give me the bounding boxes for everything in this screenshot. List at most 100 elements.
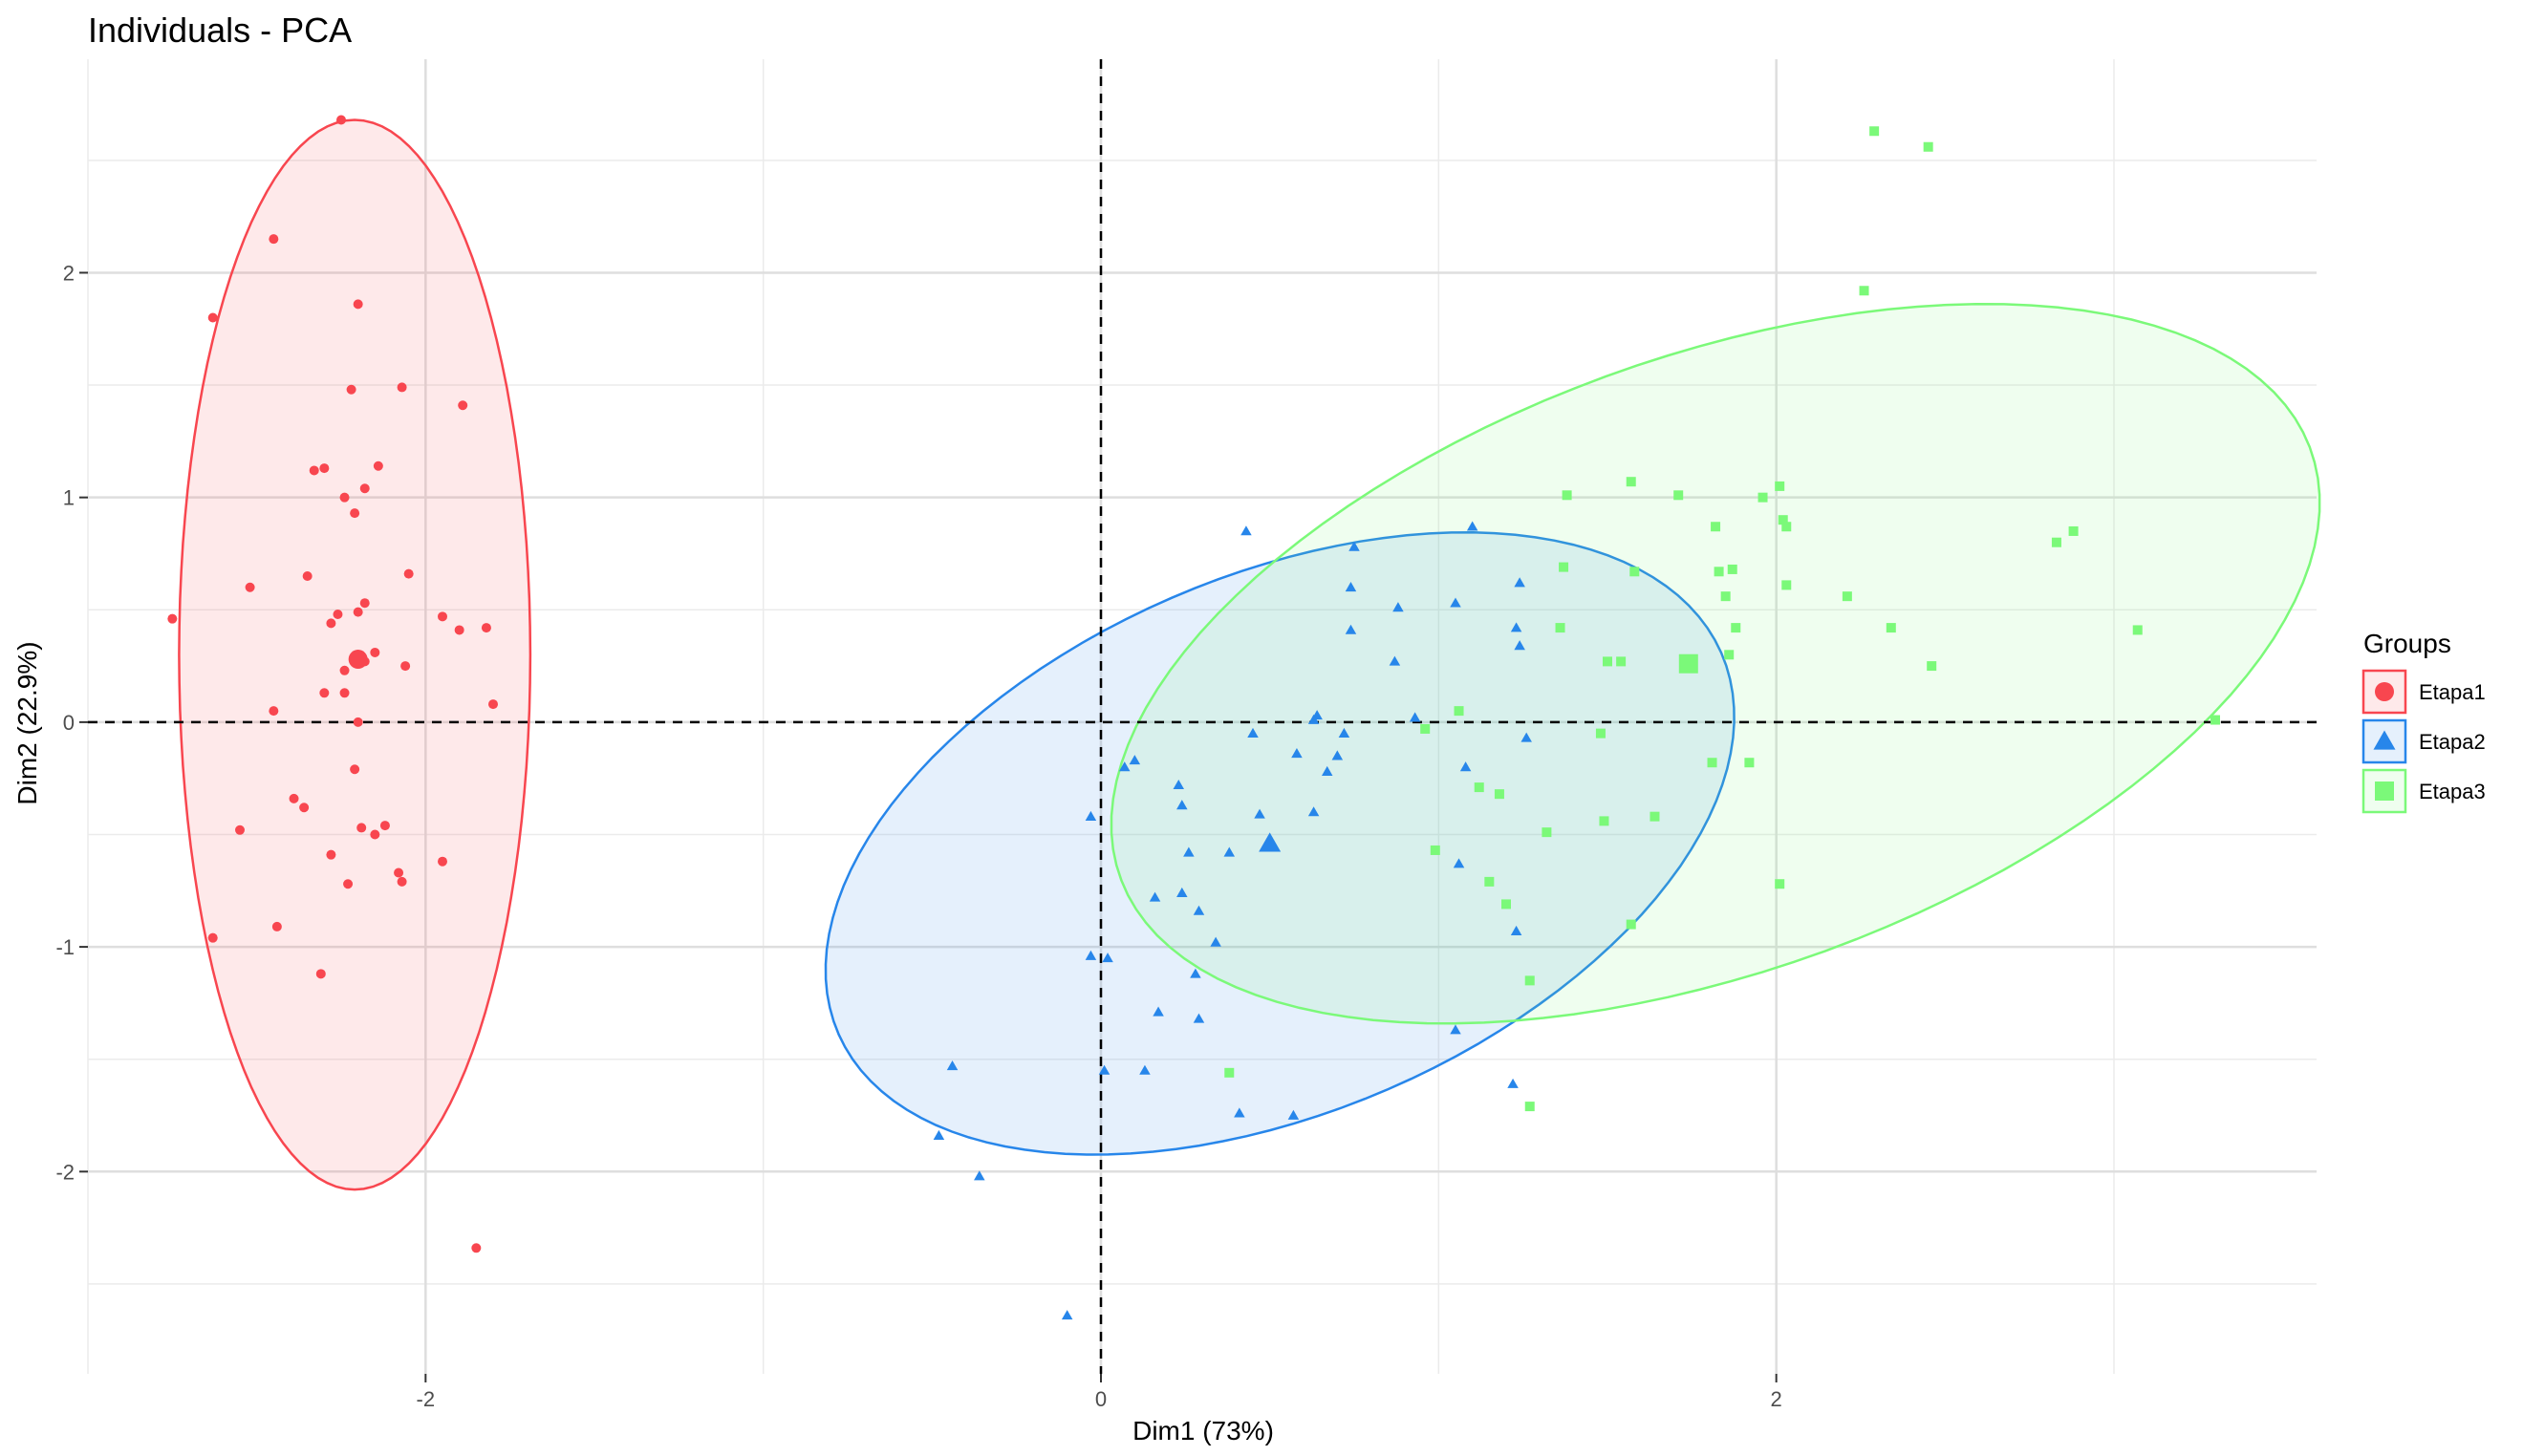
data-point [1474, 782, 1484, 793]
data-point [1193, 905, 1205, 915]
legend-marker-etapa1 [2375, 682, 2394, 701]
data-point [397, 876, 407, 887]
data-point [319, 688, 330, 698]
data-point [1927, 661, 1937, 672]
data-point [1520, 732, 1532, 742]
y-tick-label: 1 [63, 486, 75, 510]
data-point [339, 665, 350, 675]
data-point [1744, 758, 1755, 768]
data-point [359, 598, 370, 609]
data-point [1886, 623, 1896, 633]
data-point [1459, 761, 1472, 772]
data-point [397, 382, 407, 393]
data-point [1348, 541, 1360, 551]
series-etapa1 [167, 115, 498, 1253]
series-etapa3 [1224, 126, 2220, 1112]
legend-label-etapa2: Etapa2 [2419, 730, 2486, 754]
data-point [370, 647, 380, 657]
data-point [1673, 490, 1684, 501]
data-point [933, 1129, 945, 1140]
data-point [1484, 876, 1495, 887]
data-point [1494, 789, 1504, 800]
x-axis-title: Dim1 (73%) [1132, 1416, 1274, 1445]
data-point [1626, 919, 1636, 930]
data-point [271, 921, 282, 931]
data-point [1450, 597, 1461, 608]
data-point [370, 829, 380, 840]
x-tick-label: 2 [1771, 1387, 1782, 1411]
legend-label-etapa3: Etapa3 [2419, 780, 2486, 803]
data-point [1510, 925, 1522, 935]
data-point [1409, 712, 1421, 722]
data-point [353, 717, 363, 727]
data-point [346, 384, 356, 395]
legend-title: Groups [2363, 629, 2451, 658]
data-point [299, 803, 310, 813]
data-point [1321, 765, 1333, 776]
data-point [1778, 515, 1788, 525]
data-point [400, 661, 411, 672]
data-point [1781, 522, 1792, 532]
x-tick-label: 0 [1095, 1387, 1107, 1411]
data-point [1923, 141, 1933, 152]
data-point [471, 1243, 482, 1253]
data-point [1507, 1078, 1519, 1088]
data-point [1139, 1064, 1151, 1075]
reference-lines [88, 59, 2317, 1374]
y-tick-label: -2 [55, 1160, 75, 1184]
data-point [1430, 845, 1440, 855]
data-point [350, 508, 360, 519]
data-point [235, 824, 245, 835]
data-point [315, 969, 326, 979]
data-point [1338, 727, 1350, 738]
data-point [1714, 567, 1724, 577]
centroid-point [1259, 832, 1282, 852]
data-point [302, 570, 313, 581]
data-point [353, 299, 363, 310]
data-point [326, 618, 336, 629]
data-point [488, 699, 498, 710]
y-tick-label: 2 [63, 261, 75, 285]
data-point [1287, 1109, 1300, 1120]
data-point [1307, 806, 1320, 817]
data-point [1118, 761, 1131, 772]
data-point [1542, 827, 1552, 838]
data-point [1061, 1310, 1073, 1320]
data-point [1869, 126, 1880, 137]
data-point [1724, 650, 1735, 660]
data-point [1524, 1102, 1535, 1112]
data-point [1129, 755, 1141, 765]
data-point [1720, 591, 1731, 602]
data-point [1291, 748, 1303, 759]
data-point [403, 568, 414, 579]
y-tick-label: 0 [63, 711, 75, 735]
data-point [454, 625, 464, 635]
data-point [1085, 810, 1097, 821]
centroid-point [348, 650, 368, 670]
data-point [1599, 816, 1609, 826]
data-point [1234, 1107, 1245, 1118]
data-point [1562, 490, 1572, 501]
data-point [481, 623, 491, 633]
data-point [1254, 808, 1265, 819]
data-point [1392, 602, 1404, 612]
data-point [353, 607, 363, 617]
data-point [1331, 750, 1344, 760]
data-point [438, 856, 447, 867]
data-point [379, 821, 390, 831]
data-point [167, 613, 178, 624]
data-point [1501, 899, 1511, 910]
data-point [207, 932, 218, 943]
data-point [245, 582, 255, 592]
data-point [1757, 492, 1768, 503]
data-point [438, 611, 447, 622]
data-point [1153, 1006, 1164, 1017]
axis-ticks: -2 0 2 -2 -1 0 1 2 [55, 261, 1781, 1411]
data-point [207, 312, 218, 323]
data-point [1555, 623, 1565, 633]
data-point [343, 879, 354, 889]
data-point [1240, 525, 1252, 536]
y-tick-label: -1 [55, 935, 75, 959]
confidence-ellipses [178, 118, 2321, 1191]
x-tick-label: -2 [417, 1387, 436, 1411]
